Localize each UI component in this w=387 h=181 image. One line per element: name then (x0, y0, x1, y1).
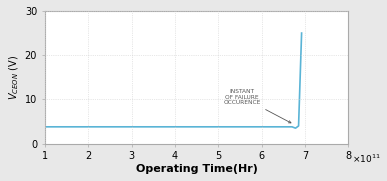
Text: $\times 10^{11}$: $\times 10^{11}$ (351, 153, 380, 165)
X-axis label: Operating Time(Hr): Operating Time(Hr) (136, 164, 257, 174)
Text: INSTANT
OF FAILURE
OCCURENCE: INSTANT OF FAILURE OCCURENCE (223, 89, 291, 123)
Y-axis label: $\mathit{V}_{CEON}$ (V): $\mathit{V}_{CEON}$ (V) (7, 55, 21, 100)
